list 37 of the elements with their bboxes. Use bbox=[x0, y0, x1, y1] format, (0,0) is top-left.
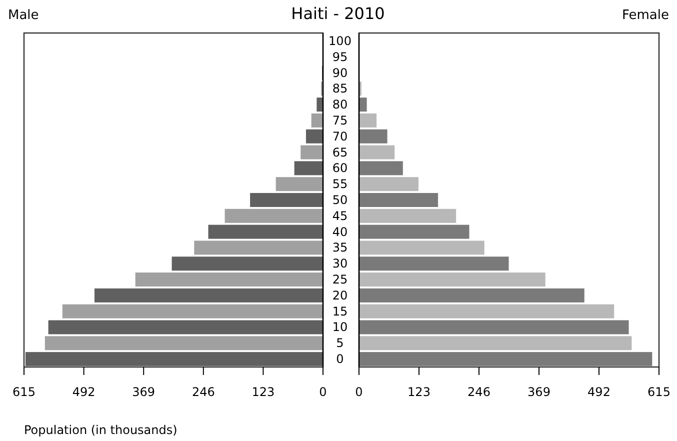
chart-title: Female bbox=[622, 8, 669, 23]
x-tick-label: 369 bbox=[132, 385, 156, 399]
y-tick-label: 55 bbox=[332, 177, 348, 192]
x-tick-label: 246 bbox=[468, 385, 490, 399]
x-axis-title: Population (in thousands) bbox=[24, 423, 178, 437]
y-tick-label: 0 bbox=[336, 352, 344, 366]
y-tick-label: 45 bbox=[332, 208, 348, 223]
x-tick-label: 0 bbox=[355, 385, 363, 399]
y-tick-label: 65 bbox=[332, 145, 348, 160]
y-tick-label: 75 bbox=[332, 113, 348, 128]
y-tick-label: 30 bbox=[332, 256, 348, 271]
y-tick-label: 35 bbox=[332, 240, 348, 255]
x-tick-label: 0 bbox=[319, 385, 327, 399]
y-tick-label: 50 bbox=[332, 193, 348, 207]
x-tick-label: 123 bbox=[252, 385, 275, 399]
y-tick-label: 15 bbox=[332, 304, 348, 318]
y-tick-label: 25 bbox=[332, 272, 348, 287]
x-tick-label: 615 bbox=[648, 385, 670, 399]
x-tick-label: 615 bbox=[12, 385, 36, 399]
x-tick-label: 246 bbox=[192, 385, 215, 399]
y-tick-label: 100 bbox=[328, 34, 352, 48]
x-tick-label: 492 bbox=[588, 385, 610, 399]
y-tick-label: 60 bbox=[332, 161, 348, 176]
y-tick-label: 20 bbox=[332, 288, 348, 302]
x-tick-label: 369 bbox=[528, 385, 550, 399]
y-tick-label: 95 bbox=[332, 50, 348, 64]
y-tick-label: 40 bbox=[332, 224, 348, 239]
y-tick-label: 90 bbox=[332, 66, 348, 80]
y-tick-label: 5 bbox=[336, 336, 344, 350]
y-tick-label: 10 bbox=[332, 320, 348, 334]
x-tick-label: 492 bbox=[72, 385, 96, 399]
y-tick-label: 85 bbox=[332, 82, 348, 96]
y-tick-label: 80 bbox=[332, 98, 348, 112]
text: Haiti - 2010 bbox=[291, 4, 385, 23]
x-tick-label: 123 bbox=[408, 385, 430, 399]
chart-title: Male bbox=[8, 8, 39, 23]
y-tick-label: 70 bbox=[332, 129, 348, 144]
